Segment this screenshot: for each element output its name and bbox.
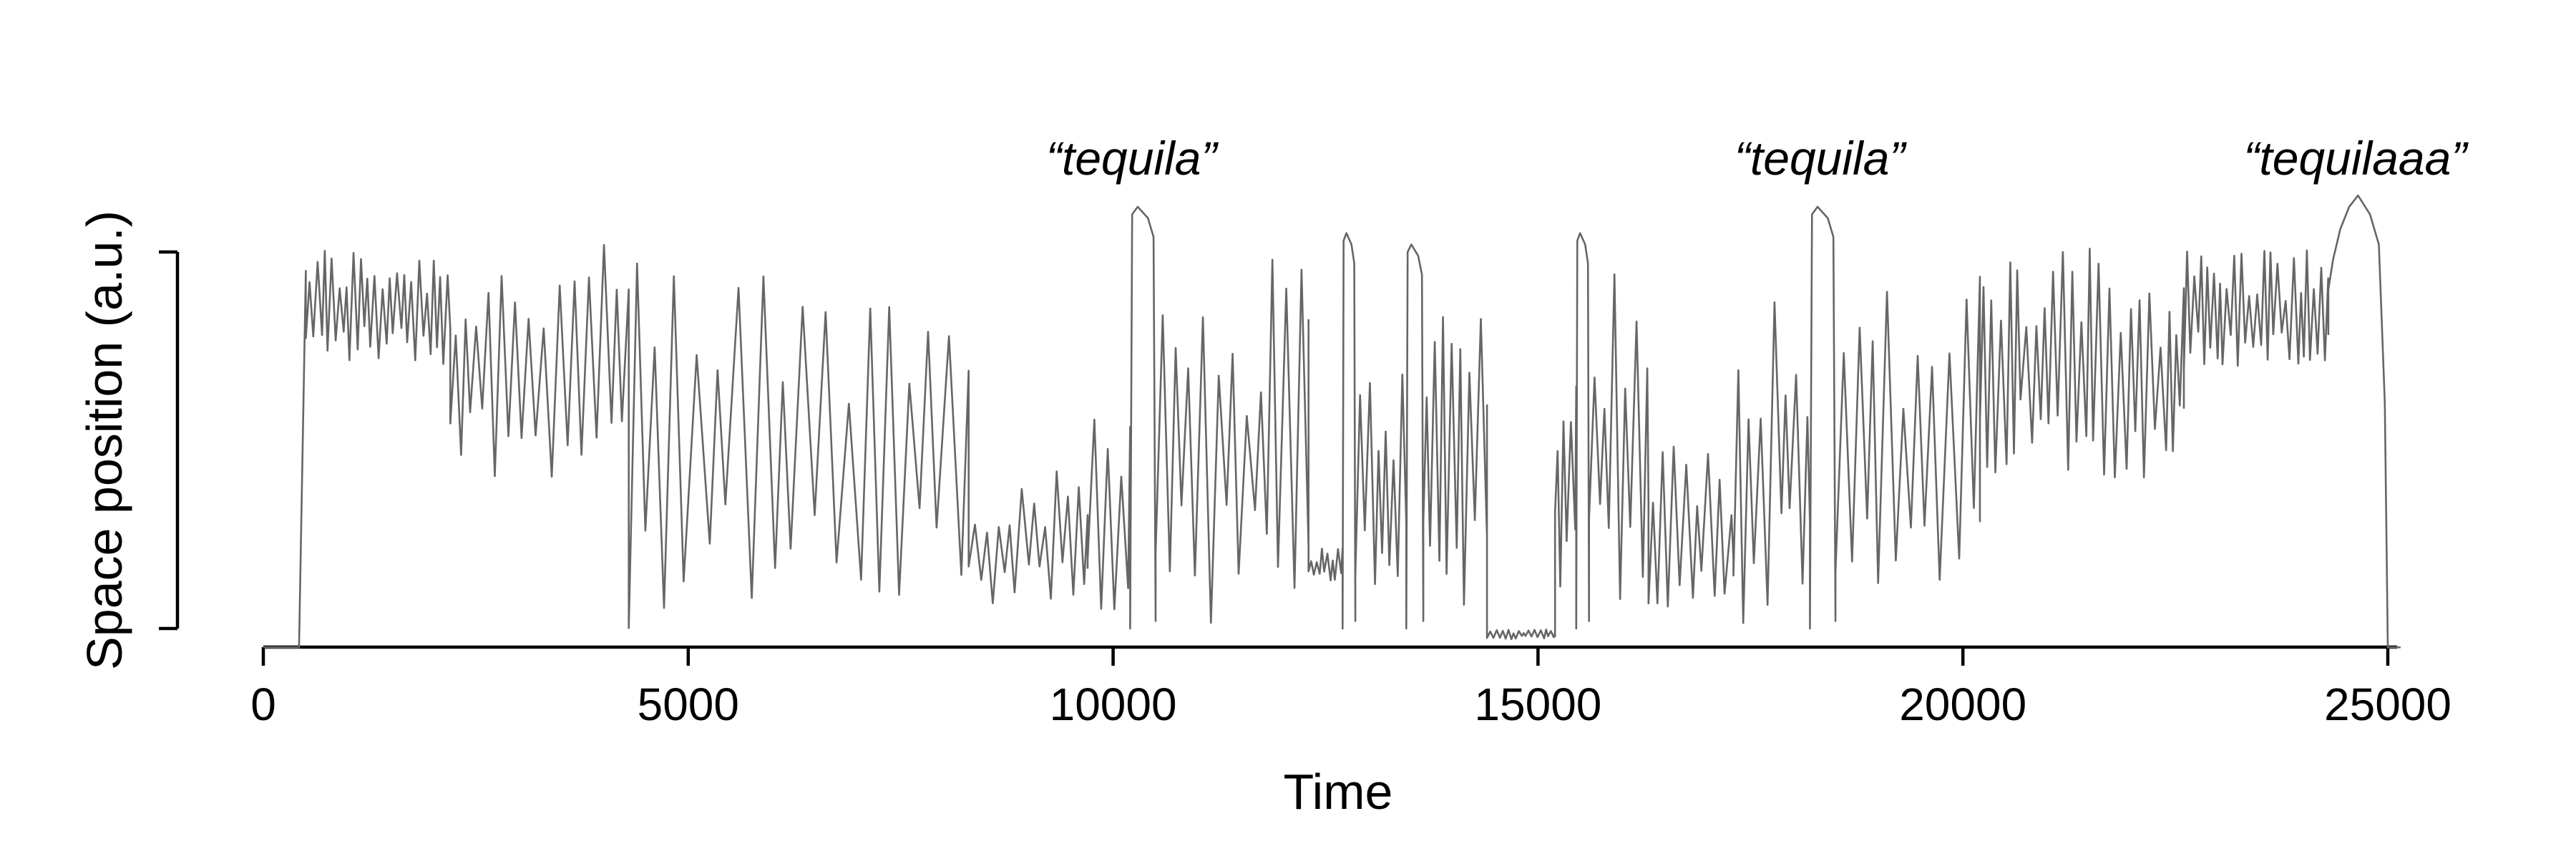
y-axis-label: Space position (a.u.)	[77, 210, 132, 670]
annotation-label: “tequila”	[1735, 132, 1907, 185]
annotation-label: “tequilaaa”	[2243, 132, 2469, 185]
x-axis-label: Time	[1284, 764, 1393, 820]
annotations: “tequila” “tequila” “tequilaaa”	[1046, 132, 2469, 185]
x-tick-label: 5000	[638, 679, 739, 730]
x-tick-label: 25000	[2324, 679, 2451, 730]
x-tick-label: 20000	[1899, 679, 2026, 730]
annotation-label: “tequila”	[1046, 132, 1219, 185]
x-tick-label: 0	[250, 679, 276, 730]
x-tick-label: 10000	[1050, 679, 1177, 730]
plot-area	[263, 194, 2401, 649]
x-tick-label: 15000	[1474, 679, 1601, 730]
series-line	[263, 194, 2401, 649]
x-axis: Time 0 5000 10000 15000 20000 25000	[250, 645, 2451, 820]
y-axis: Space position (a.u.)	[77, 210, 180, 670]
